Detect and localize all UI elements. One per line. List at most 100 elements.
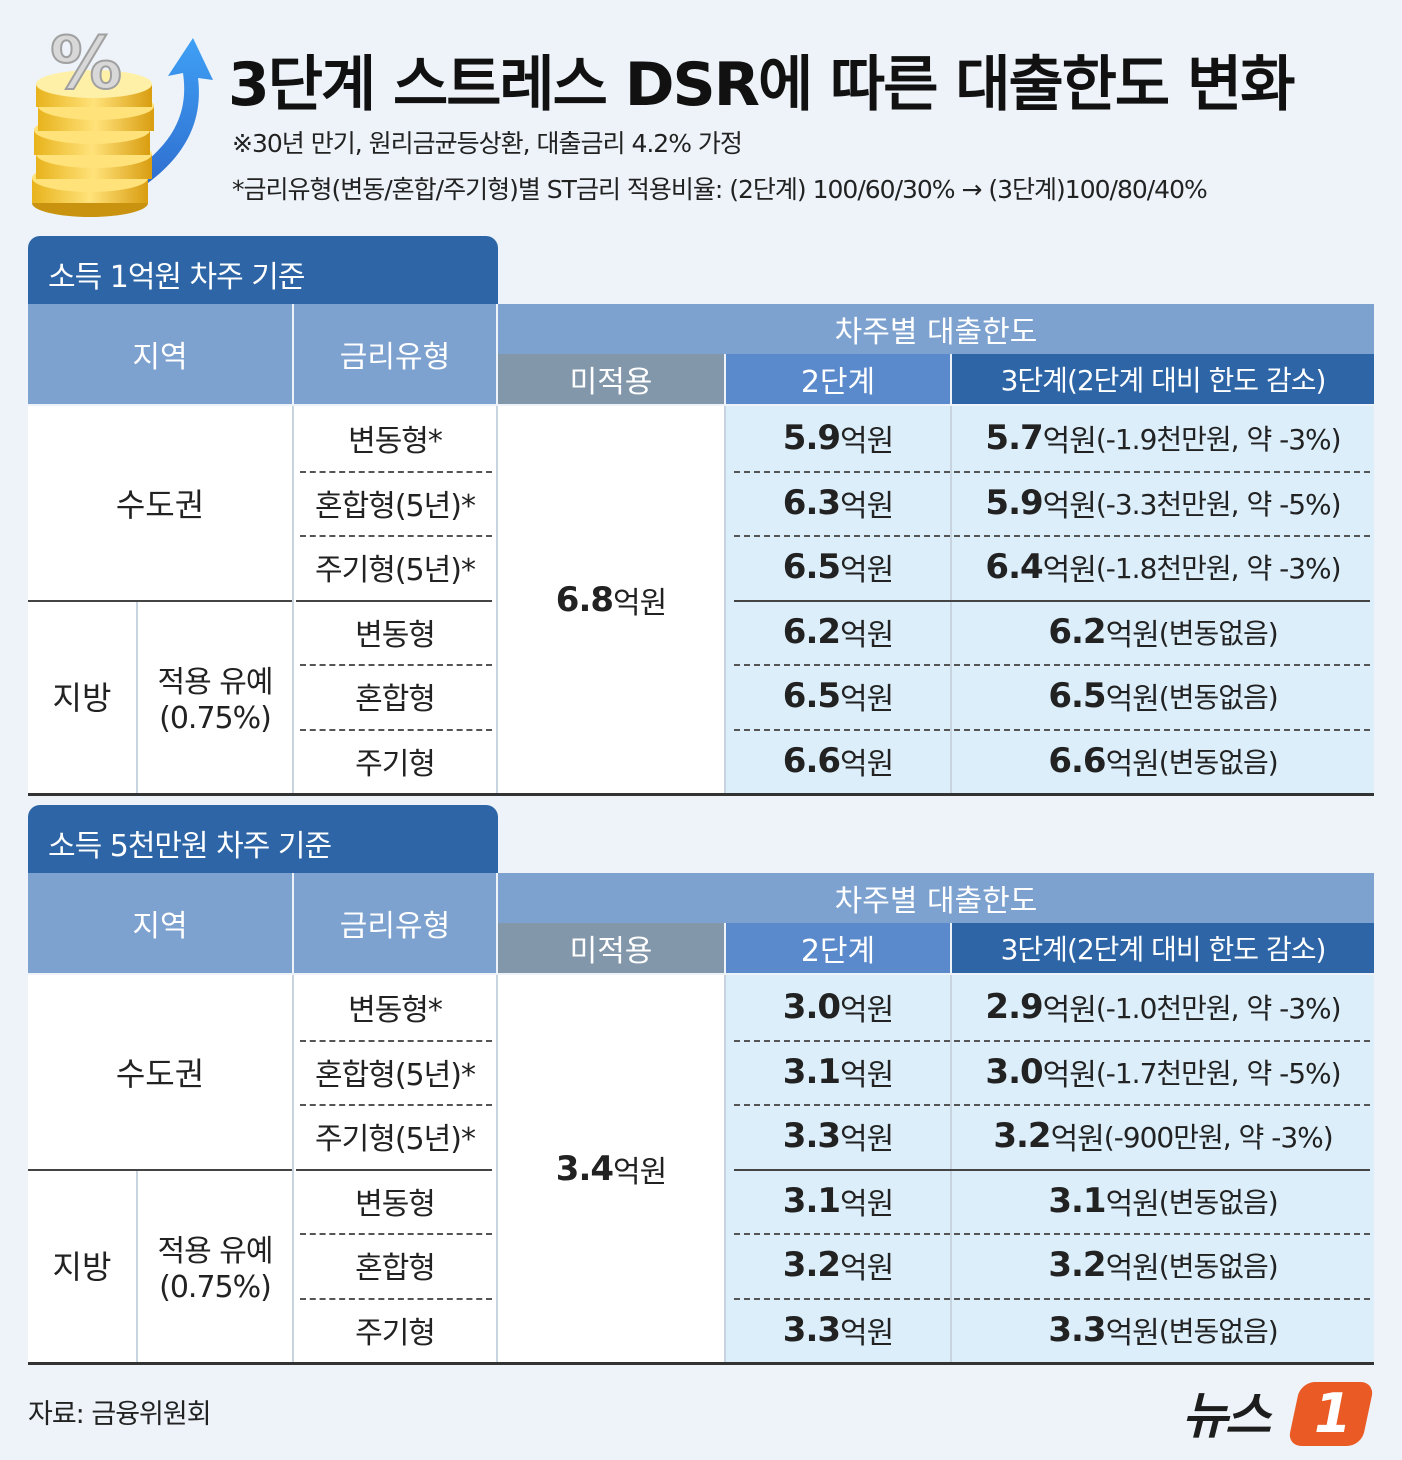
value-unit: 억원 — [840, 1122, 894, 1158]
header-not-applied: 미적용 — [498, 354, 724, 404]
stage3-value: 3.3 억원 (변동없음) — [952, 1298, 1374, 1363]
value-unit: 억원 — [840, 1315, 894, 1351]
row-divider — [296, 599, 492, 602]
value-number: 3.1 — [782, 1051, 841, 1092]
header-stage3: 3단계(2단계 대비 한도 감소) — [952, 923, 1374, 973]
value-number: 5.9 — [782, 418, 841, 459]
stage3-value: 6.6 억원 (변동없음) — [952, 729, 1374, 794]
stage2-value: 6.5 억원 — [726, 535, 950, 600]
value-unit: 억원 — [1050, 1122, 1105, 1158]
row-divider — [28, 599, 292, 602]
column-divider — [136, 599, 138, 793]
coin-stack-percent-icon: % — [32, 20, 213, 217]
region-capital: 수도권 — [115, 485, 205, 524]
change-note: (변동없음) — [1158, 1185, 1279, 1219]
value-number: 6.2 — [782, 611, 841, 652]
stage3-value: 3.2 억원 (변동없음) — [952, 1233, 1374, 1298]
value-number: 6.8 — [555, 579, 614, 620]
header-region: 지역 — [28, 304, 292, 404]
deferral-rate: (0.75%) — [159, 700, 272, 736]
value-unit: 억원 — [1105, 746, 1160, 782]
value-number: 6.4 — [985, 547, 1043, 588]
table-bottom-line — [28, 793, 1374, 796]
change-note: (-3.3천만원, 약 -5%) — [1095, 487, 1342, 521]
value-unit: 억원 — [840, 1057, 894, 1093]
header-not-applied: 미적용 — [498, 923, 724, 973]
header-limit: 차주별 대출한도 — [498, 873, 1374, 923]
value-number: 6.2 — [1048, 611, 1106, 652]
value-number: 6.6 — [1048, 740, 1106, 781]
column-divider — [292, 975, 294, 1362]
value-unit: 억원 — [840, 617, 894, 653]
stage3-value: 3.1 억원 (변동없음) — [952, 1169, 1374, 1234]
value-unit: 억원 — [840, 1186, 894, 1222]
value-number: 2.9 — [985, 987, 1043, 1028]
value-unit: 억원 — [1042, 488, 1097, 524]
value-number: 6.3 — [782, 482, 841, 523]
row-divider — [300, 1233, 492, 1235]
change-note: (변동없음) — [1158, 616, 1279, 650]
row-divider — [300, 1104, 492, 1106]
value-unit: 억원 — [840, 1251, 894, 1287]
stage2-value: 6.6 억원 — [726, 729, 950, 794]
header-stage3: 3단계(2단계 대비 한도 감소) — [952, 354, 1374, 404]
stage3-value: 3.0 억원 (-1.7천만원, 약 -5%) — [952, 1040, 1374, 1105]
value-unit: 억원 — [1042, 1057, 1097, 1093]
rate-type-label: 변동형 — [355, 1186, 436, 1222]
deferral-rate: (0.75%) — [159, 1269, 272, 1305]
value-number: 3.0 — [782, 987, 841, 1028]
row-divider — [734, 1297, 1370, 1300]
value-number: 3.2 — [782, 1245, 841, 1286]
row-divider — [300, 535, 492, 537]
change-note: (-1.9천만원, 약 -3%) — [1095, 423, 1342, 457]
section-tab: 소득 5천만원 차주 기준 — [28, 805, 498, 873]
value-number: 3.3 — [1048, 1309, 1106, 1350]
value-unit: 억원 — [613, 1154, 667, 1190]
rate-type-label: 변동형 — [355, 617, 436, 653]
stage3-value: 3.2 억원 (-900만원, 약 -3%) — [952, 1104, 1374, 1169]
header-rate-type: 금리유형 — [294, 304, 496, 404]
stage3-value: 6.2 억원 (변동없음) — [952, 600, 1374, 665]
stage2-value: 3.3 억원 — [726, 1298, 950, 1363]
row-divider — [300, 1039, 492, 1042]
rate-type-label: 주기형(5년)* — [315, 1122, 476, 1158]
value-unit: 억원 — [1105, 617, 1160, 653]
value-unit: 억원 — [840, 746, 894, 782]
logo-mark: 1 — [1314, 1382, 1352, 1445]
row-divider — [300, 728, 492, 731]
value-unit: 억원 — [1105, 682, 1160, 718]
header: % 3단계 스트레스 DSR에 따른 대출한도 변화 ※30년 만기, 원리금균… — [0, 0, 1402, 225]
stage2-value: 3.1 억원 — [726, 1169, 950, 1234]
value-unit: 억원 — [1105, 1186, 1160, 1222]
section-tab: 소득 1억원 차주 기준 — [28, 236, 498, 304]
region-local-deferral: 적용 유예 (0.75%) — [138, 600, 292, 794]
section-income-50m: 소득 5천만원 차주 기준 지역 금리유형 차주별 대출한도 미적용 2단계 3단계(2단계… — [28, 805, 1374, 1365]
stage3-value: 5.9 억원 (-3.3천만원, 약 -5%) — [952, 471, 1374, 536]
rate-type-label: 혼합형 — [355, 682, 436, 718]
change-note: (-900만원, 약 -3%) — [1103, 1121, 1334, 1155]
stage3-value: 5.7 억원 (-1.9천만원, 약 -3%) — [952, 406, 1374, 471]
value-unit: 억원 — [840, 682, 894, 718]
value-unit: 억원 — [1042, 993, 1097, 1029]
change-note: (-1.7천만원, 약 -5%) — [1095, 1056, 1342, 1090]
news1-logo: 뉴스 1 — [1182, 1376, 1377, 1448]
value-unit: 억원 — [840, 488, 894, 524]
value-number: 6.5 — [782, 547, 841, 588]
value-number: 3.2 — [1048, 1245, 1106, 1286]
rate-type-label: 변동형* — [348, 424, 443, 460]
rate-type-label: 주기형 — [355, 746, 436, 782]
value-unit: 억원 — [1042, 553, 1097, 589]
change-note: (-1.0천만원, 약 -3%) — [1095, 992, 1342, 1026]
rate-type-label: 주기형(5년)* — [315, 553, 476, 589]
row-divider — [734, 1039, 1370, 1042]
row-divider — [734, 728, 1370, 731]
value-number: 3.2 — [993, 1116, 1051, 1157]
value-number: 5.9 — [985, 482, 1043, 523]
stage3-value: 6.4 억원 (-1.8천만원, 약 -3%) — [952, 535, 1374, 600]
region-local: 지방 — [52, 1248, 112, 1287]
not-applied-value: 6.8 억원 — [498, 406, 724, 793]
row-divider — [734, 1104, 1370, 1106]
change-note: (변동없음) — [1158, 745, 1279, 779]
value-unit: 억원 — [840, 424, 894, 460]
row-divider — [28, 1168, 292, 1171]
